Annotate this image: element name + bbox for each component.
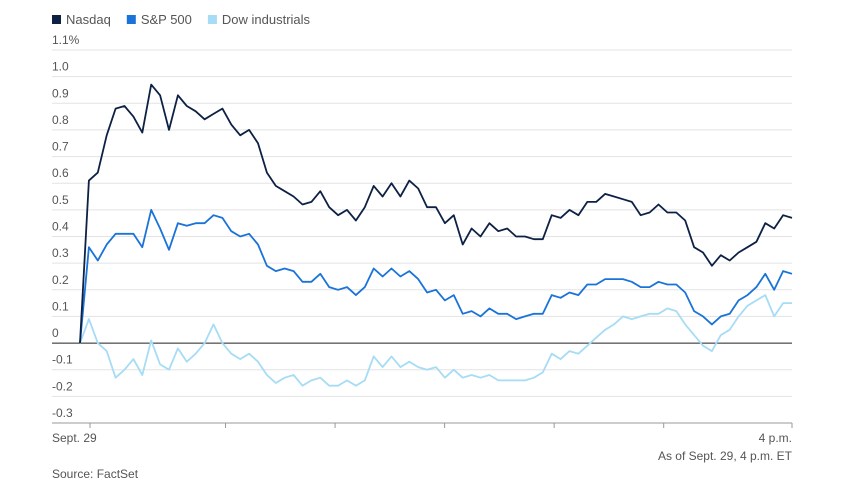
- legend-label-1: S&P 500: [141, 12, 192, 27]
- legend-label-2: Dow industrials: [222, 12, 311, 27]
- y-tick-label-12: -0.1: [52, 353, 73, 367]
- x-tick-label-0: Sept. 29: [52, 431, 97, 445]
- as-of-note: As of Sept. 29, 4 p.m. ET: [658, 449, 793, 463]
- y-tick-label-6: 0.5: [52, 193, 69, 207]
- x-axis: Sept. 29 4 p.m.: [52, 422, 793, 445]
- y-tick-label-5: 0.6: [52, 166, 69, 180]
- legend-swatch-2: [207, 15, 217, 24]
- y-tick-label-2: 0.9: [52, 86, 69, 100]
- y-tick-label-10: 0.1: [52, 299, 69, 313]
- y-tick-label-1: 1.0: [52, 60, 69, 74]
- y-tick-label-7: 0.4: [52, 220, 69, 234]
- y-tick-label-9: 0.2: [52, 273, 69, 287]
- legend-swatch-1: [126, 15, 136, 24]
- source-note: Source: FactSet: [52, 467, 139, 481]
- series-line-1: [79, 208, 793, 344]
- legend-swatch-0: [52, 15, 61, 24]
- series-line-0: [79, 83, 793, 344]
- y-tick-label-11: 0: [52, 326, 59, 340]
- series-line-2: [79, 294, 792, 387]
- y-tick-label-4: 0.7: [52, 140, 69, 154]
- y-tick-label-14: -0.3: [52, 406, 73, 420]
- chart-legend: Nasdaq S&P 500 Dow industrials: [52, 12, 311, 27]
- y-axis-tick-labels: 1.1% 1.0 0.9 0.8 0.7 0.6 0.5 0.4 0.3 0.2 0.1 0 -0.1 -…: [52, 33, 80, 420]
- series-lines: [79, 83, 793, 387]
- y-tick-label-0: 1.1%: [52, 33, 80, 47]
- y-tick-label-8: 0.3: [52, 246, 69, 260]
- y-tick-label-3: 0.8: [52, 113, 69, 127]
- y-tick-label-13: -0.2: [52, 379, 73, 393]
- x-tick-label-6: 4 p.m.: [759, 431, 792, 445]
- legend-label-0: Nasdaq: [66, 12, 111, 27]
